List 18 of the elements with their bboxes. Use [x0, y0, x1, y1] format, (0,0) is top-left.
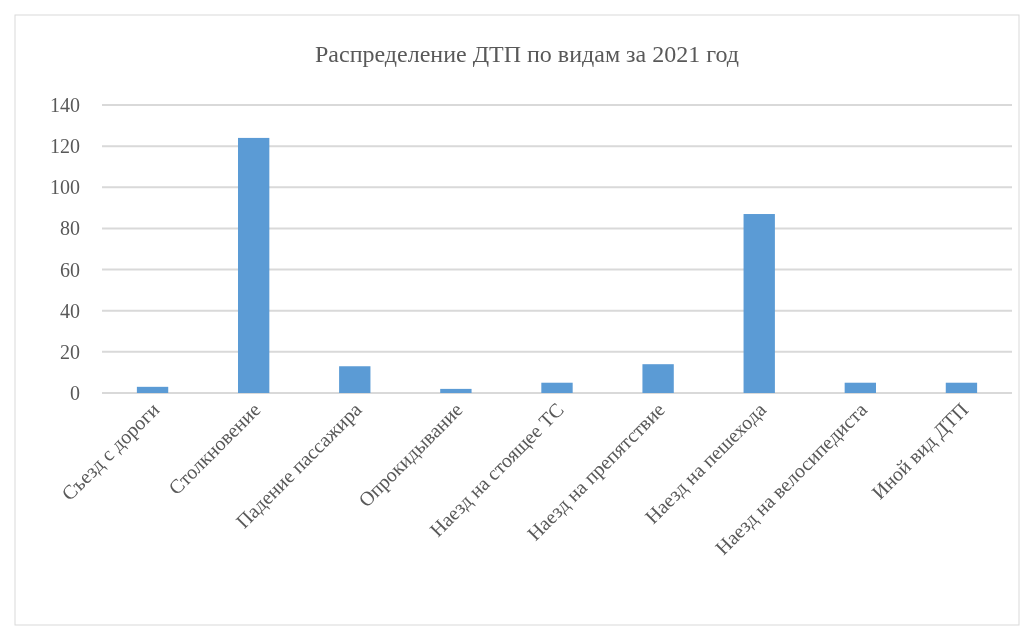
bar	[237, 137, 270, 393]
y-tick-label: 40	[60, 299, 80, 322]
y-tick-label: 120	[50, 135, 80, 158]
y-tick-label: 80	[60, 217, 80, 240]
bar	[844, 382, 877, 393]
bar	[440, 388, 472, 393]
bar	[945, 382, 978, 393]
bar	[541, 382, 573, 393]
bar	[339, 366, 371, 393]
chart-title: Распределение ДТП по видам за 2021 год	[315, 41, 739, 67]
bar	[642, 364, 674, 393]
bar	[136, 386, 169, 393]
y-tick-label: 100	[50, 176, 80, 199]
y-tick-label: 140	[50, 94, 80, 116]
y-tick-label: 60	[60, 258, 80, 281]
y-tick-label: 20	[60, 340, 80, 363]
y-tick-label: 0	[70, 382, 80, 404]
bar	[743, 214, 775, 393]
